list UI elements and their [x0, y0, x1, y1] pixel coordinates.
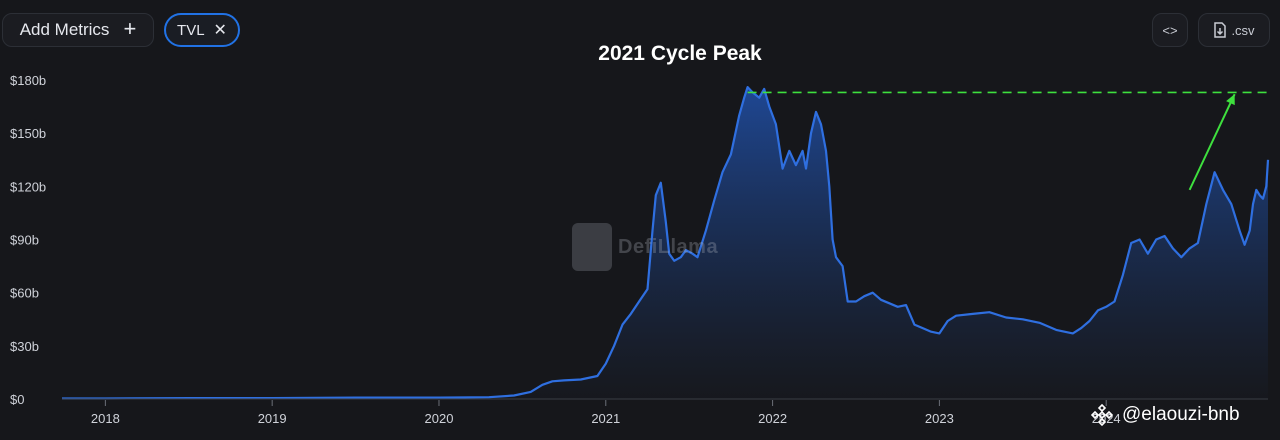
tvl-series-line	[62, 86, 1270, 400]
defillama-watermark: DefiLlama	[572, 222, 732, 272]
close-icon[interactable]: ✕	[213, 22, 227, 39]
x-tick-label: 2023	[925, 411, 954, 426]
x-tick-label: 2022	[758, 411, 787, 426]
trend-arrow-shaft	[1188, 93, 1236, 191]
watermark-text: DefiLlama	[618, 235, 719, 258]
add-metrics-label: Add Metrics	[19, 20, 110, 39]
x-tick-label: 2018	[91, 411, 120, 426]
code-icon: <>	[1162, 22, 1178, 38]
chart-title: 2021 Cycle Peak	[598, 42, 762, 65]
llama-logo-icon	[572, 223, 612, 271]
plus-icon: +	[123, 16, 137, 41]
tvl-area-fill	[62, 87, 1268, 399]
y-tick-label: $120b	[10, 179, 46, 194]
csv-label: .csv	[1231, 22, 1255, 38]
y-tick-label: $30b	[10, 339, 39, 354]
y-tick-label: $90b	[10, 233, 39, 248]
trend-arrow-head	[1226, 94, 1235, 106]
download-file-icon	[1214, 22, 1227, 38]
y-tick-label: $0	[10, 392, 24, 407]
x-tick-label: 2021	[591, 411, 620, 426]
embed-button[interactable]: <>	[1152, 13, 1188, 47]
binance-logo-icon	[1090, 403, 1114, 427]
y-tick-label: $150b	[10, 126, 46, 141]
author-handle: @elaouzi-bnb	[1122, 404, 1240, 425]
tvl-chip-label: TVL	[177, 21, 205, 39]
tvl-metric-chip[interactable]: TVL ✕	[164, 13, 240, 47]
y-tick-label: $60b	[10, 286, 39, 301]
x-tick-label: 2020	[425, 411, 454, 426]
y-tick-label: $180b	[10, 73, 46, 88]
author-credit: @elaouzi-bnb	[1090, 402, 1240, 428]
csv-download-button[interactable]: .csv	[1198, 13, 1270, 47]
add-metrics-button[interactable]: Add Metrics +	[2, 13, 154, 47]
toolbar: Add Metrics + TVL ✕ <> .csv	[0, 0, 1280, 60]
x-tick-label: 2019	[258, 411, 287, 426]
